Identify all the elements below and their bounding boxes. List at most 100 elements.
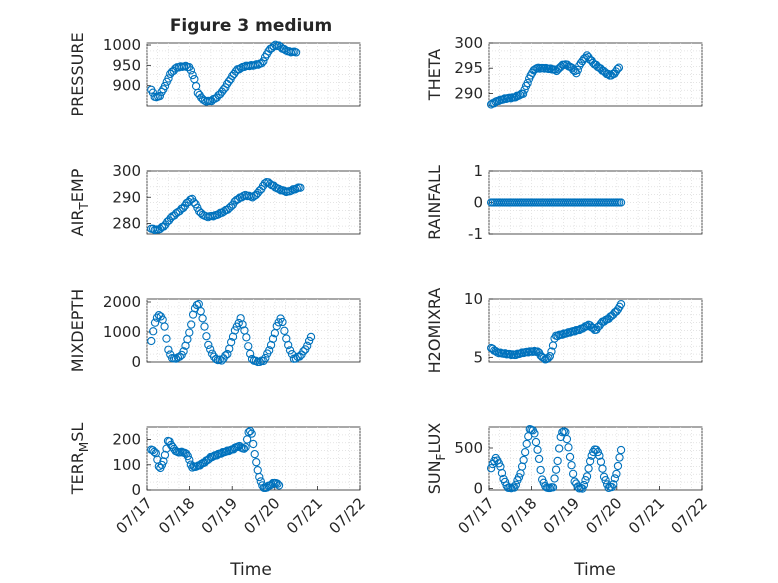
y-tick-label: 1000: [103, 36, 141, 54]
data-point: [186, 66, 196, 75]
data-point: [209, 212, 218, 221]
y-tick-label: 2000: [103, 293, 141, 311]
y-tick-label: 5: [473, 348, 483, 366]
y-tick-label: 10: [464, 290, 483, 308]
data-point: [616, 445, 626, 455]
y-tick-label: 100: [112, 456, 141, 474]
data-point: [523, 78, 532, 88]
y-tick-label: 950: [112, 56, 141, 74]
x-axis-label-right: Time: [573, 560, 616, 580]
data-point: [273, 479, 282, 488]
data-point: [299, 347, 308, 356]
y-axis-label: SUNFLUX: [425, 423, 448, 495]
data-point: [280, 326, 289, 335]
data-point: [160, 450, 170, 460]
data-point: [239, 444, 249, 453]
subplot-3: 280 290 300 AIRTEMP: [68, 162, 361, 236]
data-point: [204, 340, 213, 350]
data-point: [150, 318, 160, 327]
data-point: [550, 474, 559, 483]
data-point: [518, 89, 528, 98]
data-point: [252, 458, 261, 467]
data-point: [206, 345, 215, 354]
data-point: [149, 327, 158, 336]
y-tick-label: 0: [473, 479, 483, 497]
y-axis-label: H2OMIXRA: [425, 288, 444, 374]
data-point: [268, 334, 278, 343]
data-point: [514, 473, 524, 482]
y-axis-label: RAINFALL: [425, 165, 444, 240]
data-point: [265, 346, 274, 355]
subplot-1: 900 950 1000 PRESSURE: [68, 32, 361, 117]
data-point: [185, 328, 194, 337]
data-point: [247, 429, 256, 438]
data-point: [493, 348, 502, 357]
data-point: [234, 318, 243, 328]
data-point: [555, 444, 564, 453]
y-tick-label: 300: [454, 34, 483, 52]
data-point: [284, 340, 293, 350]
data-point: [500, 349, 510, 358]
data-point: [183, 451, 192, 461]
y-axis-label: MIXDEPTH: [68, 289, 87, 372]
data-point: [585, 457, 595, 466]
data-point: [246, 349, 255, 358]
data-point: [553, 456, 562, 466]
data-point: [548, 483, 558, 492]
data-point: [242, 333, 251, 342]
data-point: [612, 469, 621, 479]
data-point: [274, 481, 284, 490]
data-point: [188, 463, 197, 472]
data-point: [271, 40, 280, 49]
data-point: [614, 63, 624, 72]
subplot-2: 290 295 300 THETA: [425, 34, 703, 109]
y-tick-label: 1: [473, 162, 483, 180]
x-axis-label-left: Time: [229, 560, 272, 580]
data-point: [598, 464, 607, 473]
data-point: [545, 352, 555, 361]
data-point: [581, 475, 590, 485]
y-tick-label: 900: [112, 77, 141, 95]
data-point: [613, 461, 623, 471]
data-point: [230, 326, 240, 335]
data-point: [187, 320, 196, 329]
data-point: [164, 74, 173, 83]
data-point: [615, 453, 624, 462]
y-tick-label: 0: [131, 481, 141, 499]
data-point: [610, 474, 620, 483]
data-point: [162, 334, 171, 343]
data-point: [181, 61, 190, 71]
subplot-4: -1 0 1 RAINFALL: [425, 162, 703, 243]
y-axis-label: TERRMSL: [68, 423, 91, 496]
data-point: [595, 451, 604, 460]
y-axis-label: AIRTEMP: [68, 168, 91, 236]
data-point: [516, 349, 525, 358]
data-point: [185, 455, 194, 464]
y-tick-label: 280: [112, 215, 141, 233]
y-tick-label: 295: [454, 59, 483, 77]
data-point: [613, 64, 622, 74]
data-point: [274, 318, 283, 327]
data-point: [582, 472, 592, 481]
subplot-5: 0 1000 2000 MIXDEPTH: [68, 289, 361, 372]
data-point: [521, 447, 530, 457]
data-point: [261, 353, 270, 363]
data-point: [534, 454, 544, 464]
data-point: [536, 465, 545, 475]
y-tick-label: 300: [112, 162, 141, 180]
y-tick-label: 0: [473, 194, 483, 212]
data-point: [164, 345, 173, 354]
data-point: [551, 465, 561, 474]
y-tick-label: 290: [454, 84, 483, 102]
data-point: [303, 341, 312, 350]
data-point: [579, 480, 589, 490]
data-point: [244, 342, 253, 351]
data-point: [497, 468, 507, 478]
data-point: [200, 322, 209, 331]
y-tick-label: 290: [112, 188, 141, 206]
data-point: [287, 186, 296, 195]
data-point: [257, 59, 266, 68]
data-point: [593, 447, 603, 457]
data-point: [155, 91, 165, 101]
